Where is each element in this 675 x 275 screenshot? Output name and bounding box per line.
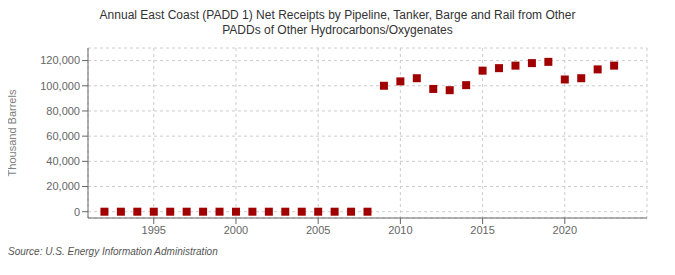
html-text:Source: U.S. Energy Informatio: Source: U.S. Energy Information Administ… [8,246,218,257]
svg-text:2005: 2005 [306,224,330,236]
html-text:Annual East Coast (PADD 1) Net: Annual East Coast (PADD 1) Net Receipts … [99,8,576,22]
svg-text:20,000: 20,000 [46,180,80,192]
svg-text:80,000: 80,000 [46,105,80,117]
svg-text:1995: 1995 [142,224,166,236]
svg-text:120,000: 120,000 [40,54,80,66]
svg-text:Thousand Barrels: Thousand Barrels [8,89,18,176]
svg-text:0: 0 [74,206,80,218]
svg-text:40,000: 40,000 [46,155,80,167]
html-text:PADDs of Other Hydrocarbons/Ox: PADDs of Other Hydrocarbons/Oxygenates [222,23,453,37]
svg-text:2020: 2020 [553,224,577,236]
svg-text:2010: 2010 [388,224,412,236]
svg-text:60,000: 60,000 [46,130,80,142]
svg-text:100,000: 100,000 [40,80,80,92]
svg-text:2000: 2000 [224,224,248,236]
svg-text:2015: 2015 [470,224,494,236]
